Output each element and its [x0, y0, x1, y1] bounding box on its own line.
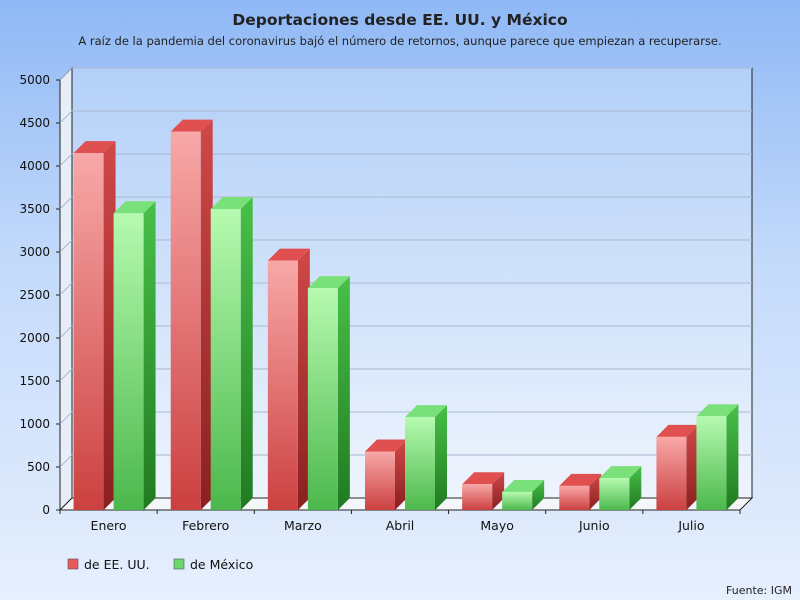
legend-label: de México [190, 557, 253, 572]
source-note: Fuente: IGM [726, 584, 792, 597]
bar-side [297, 248, 310, 510]
bar [559, 485, 590, 510]
x-tick-label: Enero [91, 518, 127, 533]
bar-top [210, 197, 253, 209]
x-tick-label: Febrero [182, 518, 229, 533]
bar-top [502, 479, 545, 492]
x-tick-label: Mayo [480, 518, 514, 533]
legend-swatch [173, 558, 185, 570]
bar-side [629, 466, 642, 510]
y-tick-label: 500 [27, 460, 50, 474]
bar-top [113, 201, 156, 214]
bar-top [307, 276, 350, 289]
bar-side [103, 141, 116, 510]
gridline-side [59, 454, 73, 468]
chart-title: Deportaciones desde EE. UU. y México [232, 11, 567, 29]
gridline-side [59, 282, 73, 296]
bar [599, 478, 630, 510]
bar [210, 209, 241, 510]
bar-top [267, 248, 310, 261]
bar [307, 288, 338, 510]
x-tick-label: Marzo [284, 518, 322, 533]
x-tick-label: Julio [677, 518, 704, 533]
bar [502, 491, 533, 510]
bar [170, 131, 201, 510]
legend-label: de EE. UU. [84, 557, 150, 572]
bar-side [492, 472, 505, 510]
gridline-side [59, 368, 73, 382]
bar-top [696, 404, 739, 417]
y-tick-label: 5000 [19, 73, 50, 87]
bar-side [532, 479, 545, 510]
bar-side [435, 405, 447, 510]
x-tick-label: Junio [578, 518, 610, 533]
bar [73, 153, 104, 510]
bar-top [462, 472, 505, 485]
bar-top [365, 439, 407, 452]
bar-side [395, 439, 407, 510]
bar-top [656, 424, 699, 437]
bar-top [599, 466, 642, 479]
bar-top [559, 473, 602, 486]
bar-top [73, 141, 116, 154]
y-tick-label: 4000 [19, 159, 50, 173]
gridline-side [59, 325, 73, 339]
bar [113, 213, 144, 511]
gridline-side [59, 153, 73, 167]
y-tick-label: 1500 [19, 374, 50, 388]
bar-side [686, 424, 699, 510]
y-tick-label: 3000 [19, 245, 50, 259]
bar-side [589, 473, 602, 510]
gridline-side [59, 67, 73, 81]
bar-top [405, 405, 447, 418]
gridline-side [59, 239, 73, 253]
plot-area: 0 500 1000 1500 2000 2500 3000 3500 4000 4500 5000… [19, 66, 754, 572]
legend-swatch [67, 558, 79, 570]
bar-top [170, 119, 213, 132]
y-tick-label: 1000 [19, 417, 50, 431]
y-tick-label: 4500 [19, 116, 50, 130]
bar [696, 416, 727, 510]
bar-side [200, 119, 213, 510]
gridline-side [59, 110, 73, 124]
bar [405, 417, 435, 510]
gridline-side [59, 411, 73, 425]
chart-subtitle: A raíz de la pandemia del coronavirus ba… [78, 34, 721, 48]
bar-side [337, 276, 350, 510]
x-tick-label: Abril [386, 518, 415, 533]
y-tick-label: 2000 [19, 331, 50, 345]
y-tick-label: 2500 [19, 288, 50, 302]
y-tick-label: 3500 [19, 202, 50, 216]
bar-side [726, 404, 739, 510]
bar [462, 484, 493, 510]
bar [365, 451, 395, 510]
bar-side [143, 201, 156, 511]
gridline-side [59, 196, 73, 210]
bar-side [240, 197, 253, 510]
bar [656, 436, 687, 510]
bar [267, 260, 298, 510]
y-tick-label: 0 [42, 503, 50, 517]
